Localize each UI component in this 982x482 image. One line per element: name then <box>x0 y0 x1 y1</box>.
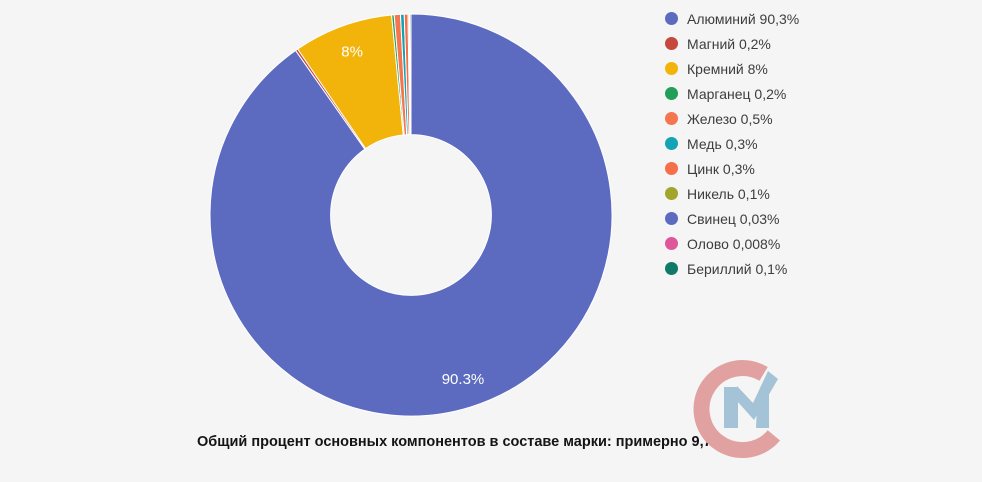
logo-letter-m <box>724 371 778 428</box>
legend-item-Железо: Железо 0,5% <box>665 106 799 131</box>
legend-color-dot <box>665 87 678 100</box>
pie-slice-Алюминий[interactable] <box>209 13 613 417</box>
watermark-logo <box>693 360 781 459</box>
legend-color-dot <box>665 37 678 50</box>
legend-item-Бериллий: Бериллий 0,1% <box>665 256 799 281</box>
legend-item-Цинк: Цинк 0,3% <box>665 156 799 181</box>
chart-caption: Общий процент основных компонентов в сос… <box>197 434 725 450</box>
pie-slice-label-Алюминий: 90.3% <box>442 371 485 388</box>
legend-item-Никель: Никель 0,1% <box>665 181 799 206</box>
pie-slice-Бериллий[interactable] <box>409 13 412 136</box>
pie-slice-label-Кремний: 8% <box>341 43 363 60</box>
pie-slices <box>209 13 613 417</box>
legend-item-label: Медь 0,3% <box>687 135 758 152</box>
legend-item-label: Свинец 0,03% <box>687 210 780 227</box>
legend-color-dot <box>665 112 678 125</box>
legend-item-label: Алюминий 90,3% <box>687 10 800 27</box>
legend-color-dot <box>665 212 678 225</box>
legend-item-label: Кремний 8% <box>687 60 768 77</box>
legend-item-label: Железо 0,5% <box>687 110 773 127</box>
legend-item-Алюминий: Алюминий 90,3% <box>665 6 799 31</box>
legend-color-dot <box>665 12 678 25</box>
legend-color-dot <box>665 62 678 75</box>
legend-item-label: Магний 0,2% <box>687 35 771 52</box>
legend-item-Кремний: Кремний 8% <box>665 56 799 81</box>
logo-letter-c <box>693 360 781 459</box>
legend-color-dot <box>665 237 678 250</box>
legend-item-label: Никель 0,1% <box>687 185 770 202</box>
legend-item-Медь: Медь 0,3% <box>665 131 799 156</box>
legend-color-dot <box>665 262 678 275</box>
legend-color-dot <box>665 137 678 150</box>
legend-color-dot <box>665 162 678 175</box>
legend-item-Свинец: Свинец 0,03% <box>665 206 799 231</box>
legend-item-label: Цинк 0,3% <box>687 160 755 177</box>
legend-item-Магний: Магний 0,2% <box>665 31 799 56</box>
pie-slice-labels: 90.3% 8% <box>341 43 484 387</box>
legend-item-Олово: Олово 0,008% <box>665 231 799 256</box>
legend-item-label: Олово 0,008% <box>687 235 781 252</box>
legend: Алюминий 90,3% Магний 0,2% Кремний 8% Марга… <box>665 6 799 281</box>
legend-item-Марганец: Марганец 0,2% <box>665 81 799 106</box>
legend-item-label: Марганец 0,2% <box>687 85 787 102</box>
legend-color-dot <box>665 187 678 200</box>
legend-item-label: Бериллий 0,1% <box>687 260 788 277</box>
